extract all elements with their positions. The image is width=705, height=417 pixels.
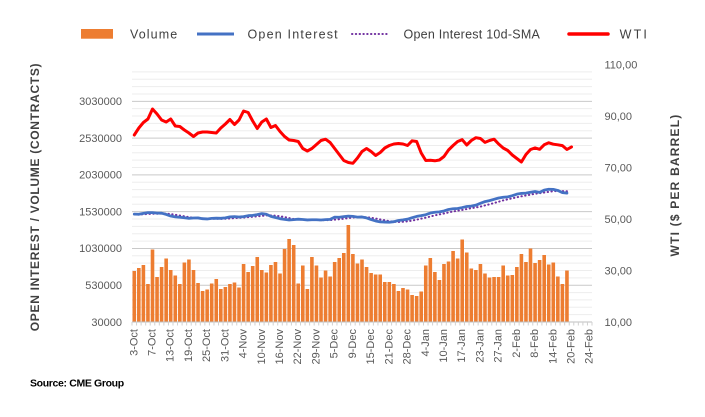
svg-text:30,00: 30,00 — [605, 265, 633, 277]
svg-text:Volume: Volume — [130, 27, 178, 41]
svg-text:4-Nov: 4-Nov — [238, 329, 250, 359]
svg-text:OPEN INTEREST / VOLUME (CONTRA: OPEN INTEREST / VOLUME (CONTRACTS) — [28, 63, 42, 331]
svg-text:Source: CME Group: Source: CME Group — [30, 378, 124, 390]
svg-text:28-Dec: 28-Dec — [402, 329, 414, 365]
svg-text:13-Oct: 13-Oct — [165, 329, 177, 362]
svg-text:3-Oct: 3-Oct — [128, 329, 140, 356]
svg-text:1030000: 1030000 — [79, 243, 122, 255]
svg-text:8-Feb: 8-Feb — [529, 329, 541, 358]
svg-text:29-Nov: 29-Nov — [310, 329, 322, 365]
svg-text:2-Feb: 2-Feb — [511, 329, 523, 358]
svg-text:21-Dec: 21-Dec — [383, 329, 395, 365]
svg-text:2530000: 2530000 — [79, 133, 122, 145]
svg-text:7-Oct: 7-Oct — [147, 329, 159, 356]
svg-text:10-Jan: 10-Jan — [438, 329, 450, 363]
svg-text:50,00: 50,00 — [605, 214, 633, 226]
svg-text:24-Feb: 24-Feb — [584, 329, 596, 364]
svg-text:530000: 530000 — [85, 280, 122, 292]
svg-text:15-Dec: 15-Dec — [365, 329, 377, 365]
svg-text:3030000: 3030000 — [79, 96, 122, 108]
svg-text:23-Jan: 23-Jan — [474, 329, 486, 363]
svg-text:20-Feb: 20-Feb — [566, 329, 578, 364]
svg-text:25-Oct: 25-Oct — [201, 329, 213, 362]
svg-text:17-Jan: 17-Jan — [456, 329, 468, 363]
svg-text:4-Jan: 4-Jan — [420, 329, 432, 357]
svg-text:9-Dec: 9-Dec — [347, 329, 359, 359]
svg-text:30000: 30000 — [91, 317, 122, 329]
svg-text:90,00: 90,00 — [605, 111, 633, 123]
svg-text:10-Nov: 10-Nov — [256, 329, 268, 365]
svg-text:WTI ($ PER BARREL): WTI ($ PER BARREL) — [668, 114, 682, 257]
svg-text:19-Oct: 19-Oct — [183, 329, 195, 362]
svg-text:27-Jan: 27-Jan — [493, 329, 505, 363]
svg-text:16-Nov: 16-Nov — [274, 329, 286, 365]
svg-text:31-Oct: 31-Oct — [219, 329, 231, 362]
svg-text:70,00: 70,00 — [605, 162, 633, 174]
svg-text:1530000: 1530000 — [79, 206, 122, 218]
svg-text:5-Dec: 5-Dec — [329, 329, 341, 359]
svg-text:2030000: 2030000 — [79, 170, 122, 182]
svg-text:10,00: 10,00 — [605, 317, 633, 329]
svg-text:Open Interest: Open Interest — [248, 27, 339, 41]
svg-text:110,00: 110,00 — [605, 59, 638, 71]
svg-text:22-Nov: 22-Nov — [292, 329, 304, 365]
svg-text:Open Interest 10d-SMA: Open Interest 10d-SMA — [404, 27, 541, 41]
svg-text:14-Feb: 14-Feb — [547, 329, 559, 364]
svg-text:WTI: WTI — [620, 27, 650, 41]
